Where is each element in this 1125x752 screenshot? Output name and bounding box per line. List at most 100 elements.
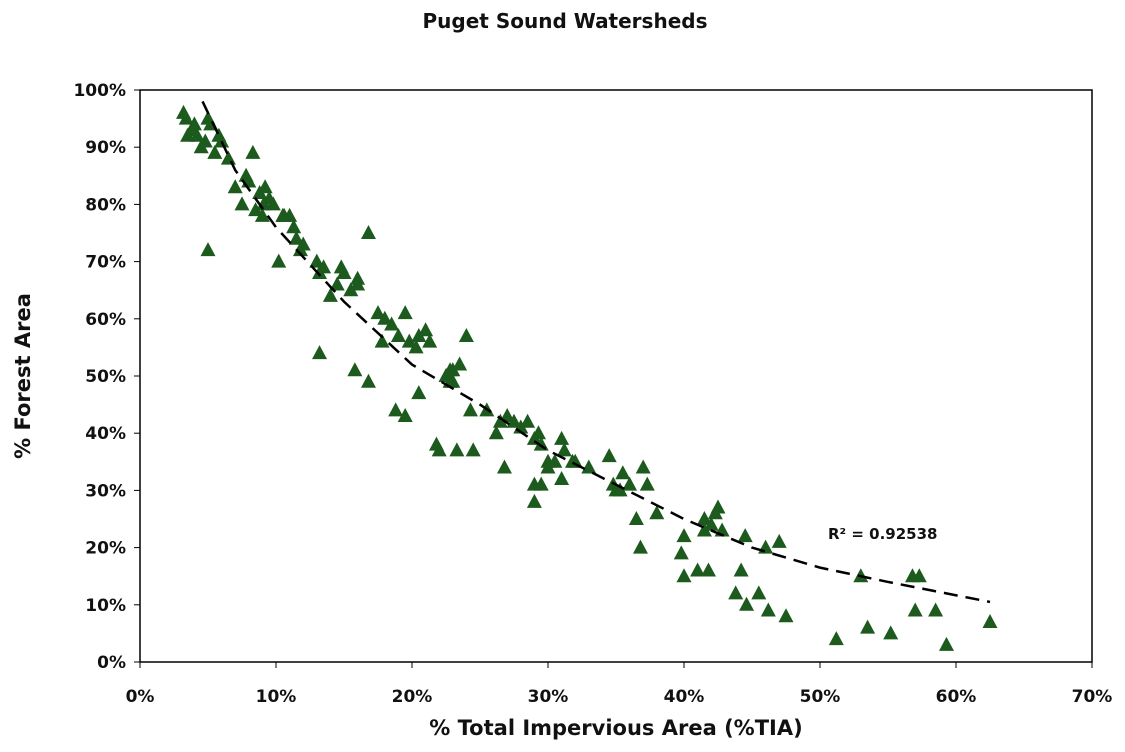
point — [312, 345, 328, 360]
point — [462, 402, 478, 417]
point — [533, 476, 549, 491]
annotation: R² = 0.92538 — [828, 525, 937, 543]
point — [556, 442, 572, 457]
point — [418, 322, 434, 337]
point — [309, 253, 325, 268]
point — [907, 602, 923, 617]
plot-frame — [139, 89, 1093, 663]
chart-title: Puget Sound Watersheds — [423, 9, 708, 33]
point — [248, 202, 264, 217]
point — [622, 476, 638, 491]
point — [350, 276, 366, 291]
point — [707, 505, 723, 520]
point — [612, 482, 628, 497]
x-tick-label: 10% — [256, 687, 297, 707]
point — [737, 528, 753, 543]
point — [673, 545, 689, 560]
point — [316, 259, 332, 274]
point — [384, 316, 400, 331]
point — [322, 287, 338, 302]
point — [554, 430, 570, 445]
point — [220, 150, 236, 165]
point — [374, 333, 390, 348]
point — [286, 219, 302, 234]
y-tick-label: 30% — [85, 481, 126, 501]
point — [408, 339, 424, 354]
point — [288, 230, 304, 245]
y-tick-label: 80% — [85, 195, 126, 215]
x-tick-label: 40% — [664, 687, 705, 707]
point — [649, 505, 665, 520]
point — [703, 516, 719, 531]
point — [178, 110, 194, 125]
point — [397, 408, 413, 423]
point — [488, 425, 504, 440]
point — [778, 608, 794, 623]
point — [728, 585, 744, 600]
point — [388, 402, 404, 417]
y-tick-label: 50% — [85, 367, 126, 387]
y-tick-label: 0% — [97, 653, 126, 673]
point — [360, 373, 376, 388]
point — [377, 310, 393, 325]
point — [554, 470, 570, 485]
point — [431, 442, 447, 457]
point — [458, 327, 474, 342]
point — [295, 236, 311, 251]
point — [207, 144, 223, 159]
point — [499, 408, 515, 423]
y-tick-label: 70% — [85, 253, 126, 273]
point — [347, 362, 363, 377]
point — [567, 453, 583, 468]
x-axis-label: % Total Impervious Area (%TIA) — [429, 716, 802, 740]
point — [601, 448, 617, 463]
point — [214, 133, 230, 148]
point — [227, 179, 243, 194]
y-tick-label: 100% — [73, 81, 126, 101]
x-tick-label: 0% — [126, 687, 155, 707]
point — [911, 568, 927, 583]
x-tick-label: 20% — [392, 687, 433, 707]
point — [828, 631, 844, 646]
point — [360, 225, 376, 239]
point — [254, 207, 270, 222]
point — [860, 619, 876, 634]
point — [733, 562, 749, 577]
point — [189, 127, 205, 142]
point — [760, 602, 776, 617]
point — [690, 562, 706, 577]
point — [397, 305, 413, 320]
point — [276, 207, 292, 222]
point — [234, 196, 250, 211]
point — [265, 196, 281, 211]
point — [530, 425, 546, 440]
point — [739, 596, 755, 611]
point — [771, 533, 787, 548]
y-tick-label: 60% — [85, 310, 126, 330]
point — [639, 476, 655, 491]
point — [526, 493, 542, 508]
point — [700, 562, 716, 577]
point — [581, 459, 597, 474]
point — [696, 511, 712, 525]
point — [401, 333, 417, 348]
point — [628, 511, 644, 525]
point — [883, 625, 899, 640]
point — [245, 144, 261, 159]
point — [452, 356, 468, 371]
x-tick-label: 30% — [528, 687, 569, 707]
x-tick-label: 70% — [1072, 687, 1113, 707]
y-tick-label: 40% — [85, 424, 126, 444]
point — [632, 539, 648, 554]
point — [496, 459, 512, 474]
point — [615, 465, 631, 480]
point — [751, 585, 767, 600]
point — [197, 133, 213, 148]
trendline — [201, 100, 991, 604]
x-tick-label: 60% — [936, 687, 977, 707]
x-tick-label: 50% — [800, 687, 841, 707]
point — [676, 568, 692, 583]
point — [540, 453, 556, 468]
point — [422, 333, 438, 348]
